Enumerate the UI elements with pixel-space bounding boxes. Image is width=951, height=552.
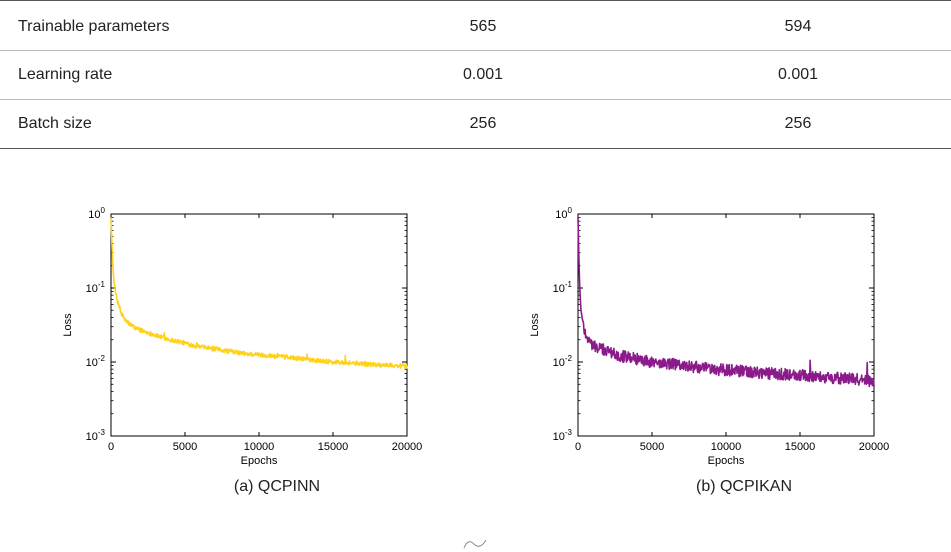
y-tick-label: 10-3: [86, 428, 106, 443]
row-label: Trainable parameters: [18, 18, 170, 35]
y-axis-label: Loss: [529, 313, 541, 337]
qcpikan-loss-chart: 0 5000 10000 15000 20000 100 10-1 10-2 10-3 Epoch…: [529, 206, 890, 467]
y-tick-exponent: -2: [98, 354, 106, 363]
caption-b: (b) QCPIKAN: [695, 478, 792, 495]
y-tick-exponent: 0: [101, 206, 106, 215]
table-row: Batch size 256 256: [0, 99, 951, 148]
x-tick-label: 10000: [711, 441, 742, 453]
x-tick-label: 0: [575, 441, 581, 453]
x-tick-label: 0: [108, 441, 114, 453]
y-tick-exponent: -3: [98, 428, 106, 437]
table-row: Learning rate 0.001 0.001: [0, 50, 951, 99]
table-row: Trainable parameters 565 594: [0, 2, 951, 51]
y-tick-label: 10-3: [553, 428, 573, 443]
qcpikan-value: 256: [784, 115, 812, 132]
row-label: Learning rate: [18, 66, 113, 83]
table-bottom-rule: [0, 148, 951, 149]
qcpinn-value: 565: [469, 18, 497, 35]
y-tick-label: 10-2: [553, 354, 573, 369]
x-tick-label: 5000: [173, 441, 197, 453]
qcpikan-value: 594: [784, 18, 812, 35]
qcpinn-value: 0.001: [462, 66, 504, 83]
y-tick-exponent: 0: [568, 206, 573, 215]
row-label: Batch size: [18, 115, 92, 132]
qcpinn-value: 256: [469, 115, 497, 132]
qcpinn-loss-chart: 0 5000 10000 15000 20000 100 10-1 10-2 10-3 Epoch…: [62, 206, 423, 467]
y-tick-label: 10-2: [86, 354, 106, 369]
plot-frame: [110, 213, 408, 437]
y-axis-label: Loss: [62, 313, 74, 337]
figure-mark: [463, 539, 487, 549]
x-tick-label: 10000: [244, 441, 275, 453]
y-tick-exponent: -2: [565, 354, 573, 363]
y-tick-label: 100: [555, 206, 572, 221]
loss-series-line: [110, 217, 408, 370]
table-top-rule: [0, 0, 951, 1]
x-axis-label: Epochs: [708, 455, 745, 467]
x-tick-label: 20000: [392, 441, 423, 453]
row-divider: [0, 99, 951, 100]
qcpikan-value: 0.001: [777, 66, 819, 83]
y-tick-exponent: -1: [565, 280, 573, 289]
x-tick-label: 5000: [640, 441, 664, 453]
loss-series-line: [577, 217, 875, 388]
y-tick-label: 10-1: [553, 280, 573, 295]
y-tick-exponent: -1: [98, 280, 106, 289]
plot-frame: [577, 213, 875, 437]
caption-a: (a) QCPINN: [233, 478, 321, 495]
x-tick-label: 20000: [859, 441, 890, 453]
x-axis-label: Epochs: [241, 455, 278, 467]
y-tick-exponent: -3: [565, 428, 573, 437]
row-divider: [0, 50, 951, 51]
x-tick-label: 15000: [785, 441, 816, 453]
y-tick-label: 100: [88, 206, 105, 221]
y-tick-label: 10-1: [86, 280, 106, 295]
x-tick-label: 15000: [318, 441, 349, 453]
